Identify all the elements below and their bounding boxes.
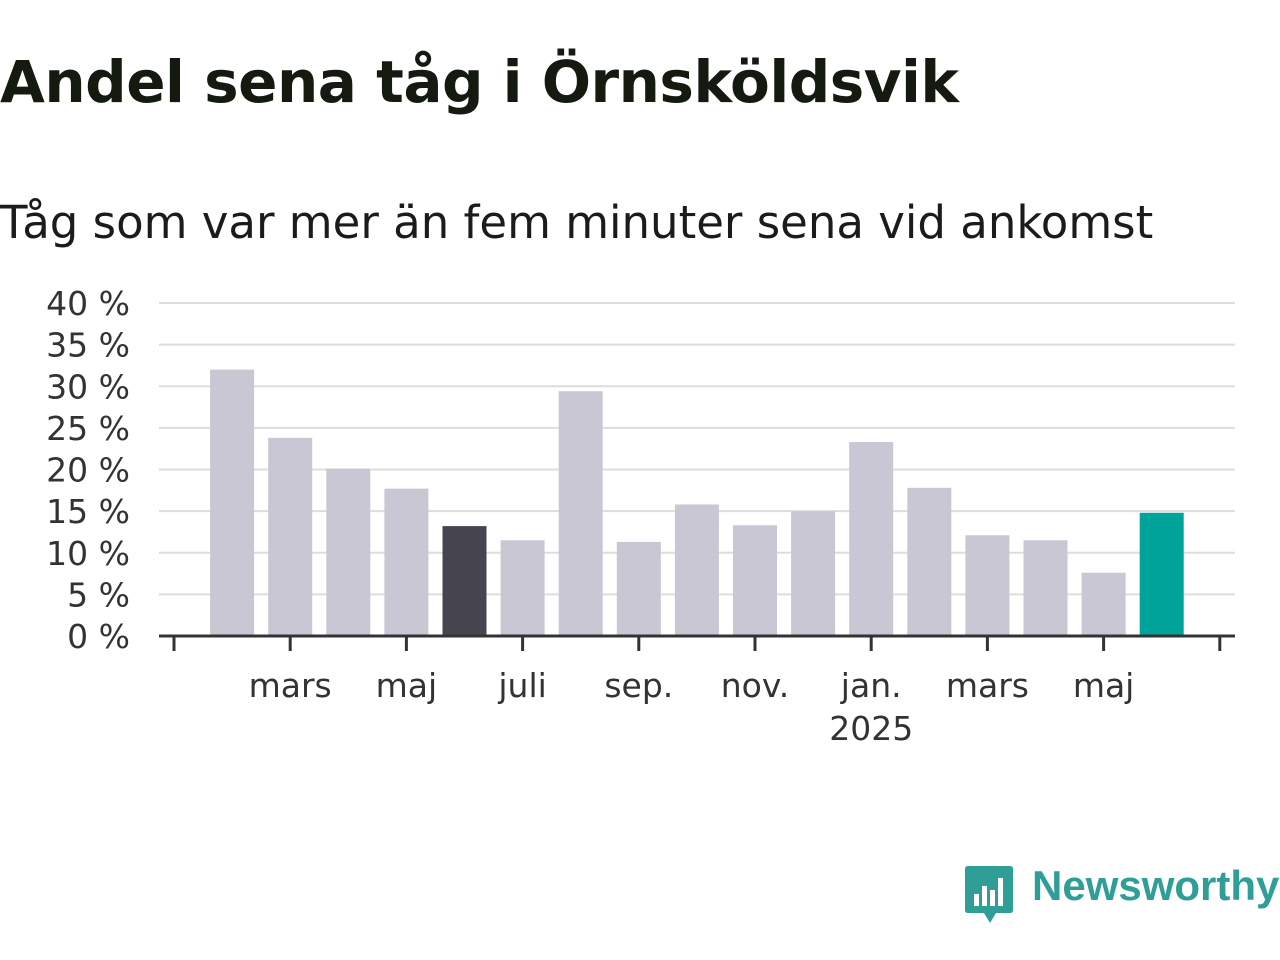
bar-chart-speech-bubble-icon [965,866,1013,923]
x-tick-label: mars [946,666,1029,705]
x-tick-label: maj [1073,666,1135,705]
bar [1139,512,1184,636]
y-tick-label: 25 % [46,409,130,448]
chart-title: Andel sena tåg i Örnsköldsvik [0,48,959,116]
brand-name: Newsworthy [1032,862,1280,909]
x-axis [159,634,1235,651]
bar [384,488,429,636]
bar [1023,540,1068,636]
y-axis-labels: 0 %5 %10 %15 %20 %25 %30 %35 %40 % [46,284,130,656]
bar [558,391,603,636]
bar [849,442,894,636]
bar [268,437,313,636]
bar [326,468,371,636]
y-tick-label: 10 % [46,534,130,573]
chart-subtitle: Tåg som var mer än fem minuter sena vid … [0,196,1154,249]
x-tick-label: nov. [721,666,790,705]
y-tick-label: 15 % [46,492,130,531]
x-axis-labels: mars maj juli sep. nov. jan. 2025 mars maj [249,666,1135,748]
bar [500,540,545,636]
x-tick-label: sep. [604,666,673,705]
bars [210,369,1184,636]
y-tick-label: 35 % [46,326,130,365]
x-tick-label: juli [497,666,546,705]
x-tick-sublabel: 2025 [829,709,913,748]
newsworthy-logo: Newsworthy [964,862,1280,928]
y-tick-label: 5 % [67,575,130,614]
bar [442,526,487,636]
bar [674,504,719,636]
y-tick-label: 40 % [46,284,130,323]
bar [616,541,661,636]
y-tick-label: 0 % [67,617,130,656]
bar [210,369,255,636]
bar [791,511,836,636]
bar [907,487,952,636]
bar [1081,572,1126,636]
bar [965,535,1010,636]
bar [733,525,777,636]
y-tick-label: 20 % [46,451,130,490]
x-tick-label: mars [249,666,332,705]
y-tick-label: 30 % [46,367,130,406]
x-tick-label: jan. [840,666,902,705]
x-tick-label: maj [376,666,438,705]
